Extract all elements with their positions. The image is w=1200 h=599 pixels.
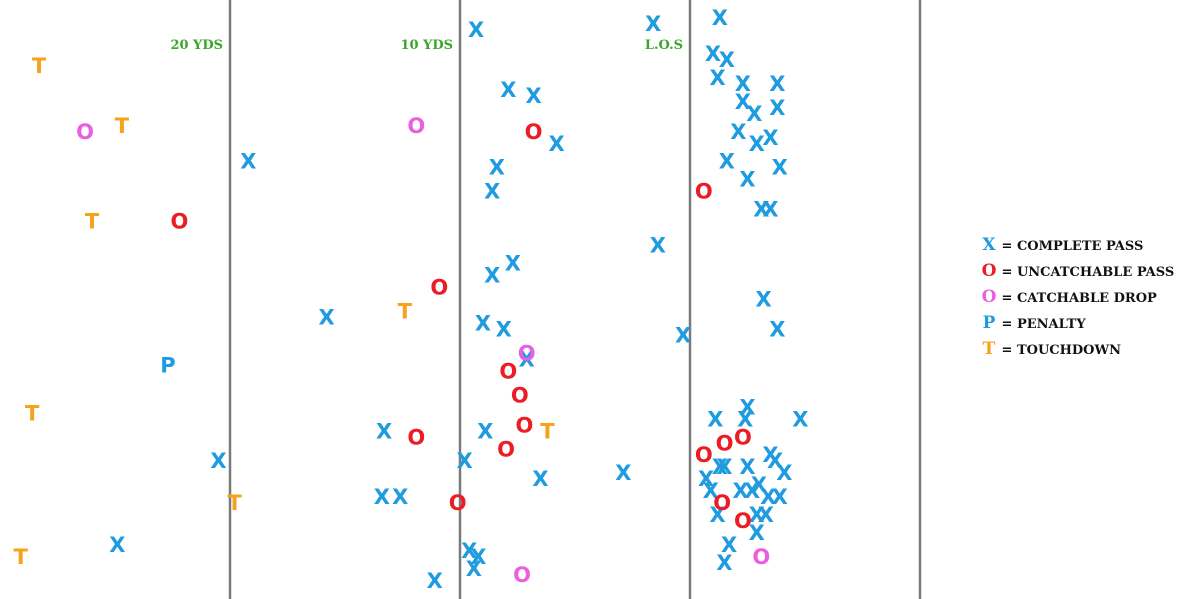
complete-mark: X (739, 395, 755, 419)
complete-mark: X (615, 461, 631, 485)
complete-mark: X (645, 12, 661, 36)
complete-mark: X (496, 317, 512, 341)
complete-mark: X (489, 156, 505, 180)
uncatchable-mark: O (695, 180, 713, 204)
complete-mark: X (475, 311, 491, 335)
complete-mark: X (746, 102, 762, 126)
complete-mark: X (240, 150, 256, 174)
complete-mark: X (772, 156, 788, 180)
complete-mark: X (749, 132, 765, 156)
complete-mark: X (484, 264, 500, 288)
complete-mark: X (484, 180, 500, 204)
complete-mark: X (769, 96, 785, 120)
uncatchable-mark: O (449, 491, 467, 515)
complete-mark: X (744, 479, 760, 503)
uncatchable-mark: O (499, 359, 517, 383)
complete-mark: X (739, 168, 755, 192)
complete-mark: X (468, 18, 484, 42)
complete-mark: X (525, 84, 541, 108)
uncatchable-mark: O (430, 276, 448, 300)
touchdown-mark: T (115, 114, 130, 138)
complete-mark: X (392, 485, 408, 509)
drop-mark: O (752, 545, 770, 569)
complete-mark: X (716, 551, 732, 575)
uncatchable-mark: O (511, 383, 529, 407)
legend-penalty-label: = PENALTY (997, 317, 1086, 332)
touchdown-mark: T (540, 419, 555, 443)
uncatchable-mark: O (515, 413, 533, 437)
complete-mark: X (776, 461, 792, 485)
touchdown-mark: T (398, 299, 413, 323)
yard-line-label: L.O.S (645, 38, 683, 53)
drop-mark: O (518, 341, 536, 365)
uncatchable-mark: O (497, 437, 515, 461)
complete-mark: X (707, 407, 723, 431)
complete-mark: X (210, 449, 226, 473)
legend-uncatchable-label: = UNCATCHABLE PASS (997, 265, 1174, 280)
complete-mark: X (772, 485, 788, 509)
legend-complete-symbol: X (982, 235, 996, 255)
complete-mark: X (461, 539, 477, 563)
touchdown-mark: T (85, 210, 100, 234)
uncatchable-mark: O (407, 425, 425, 449)
complete-mark: X (532, 467, 548, 491)
drop-mark: O (407, 114, 425, 138)
complete-mark: X (675, 323, 691, 347)
yard-line-label: 20 YDS (170, 38, 223, 53)
uncatchable-mark: O (713, 491, 731, 515)
complete-mark: X (477, 419, 493, 443)
drop-mark: O (76, 120, 94, 144)
complete-mark: X (650, 234, 666, 258)
complete-mark: X (505, 252, 521, 276)
complete-mark: X (376, 419, 392, 443)
legend-uncatchable-symbol: O (982, 261, 997, 281)
uncatchable-mark: O (525, 120, 543, 144)
complete-mark: X (500, 78, 516, 102)
complete-mark: X (719, 150, 735, 174)
complete-mark: X (427, 569, 443, 593)
complete-mark: X (769, 317, 785, 341)
complete-mark: X (762, 126, 778, 150)
complete-mark: X (374, 485, 390, 509)
yard-lines: 20 YDS 10 YDS L.O.S (170, 0, 920, 599)
complete-mark: X (792, 407, 808, 431)
complete-mark: X (730, 120, 746, 144)
legend-drop-label: = CATCHABLE DROP (997, 291, 1157, 306)
complete-mark: X (548, 132, 564, 156)
uncatchable-mark: O (695, 443, 713, 467)
complete-mark: X (318, 305, 334, 329)
complete-mark: X (716, 455, 732, 479)
legend-touchdown-label: = TOUCHDOWN (997, 343, 1121, 358)
uncatchable-mark: O (734, 425, 752, 449)
penalty-mark: P (160, 353, 175, 377)
touchdown-mark: T (25, 401, 40, 425)
uncatchable-mark: O (734, 509, 752, 533)
touchdown-mark: T (32, 54, 47, 78)
complete-mark: X (769, 72, 785, 96)
uncatchable-mark: O (716, 431, 734, 455)
complete-mark: X (456, 449, 472, 473)
complete-mark: X (712, 6, 728, 30)
yard-line-label: 10 YDS (400, 38, 453, 53)
uncatchable-mark: O (170, 210, 188, 234)
drop-mark: O (513, 563, 531, 587)
complete-mark: X (762, 198, 778, 222)
complete-mark: X (109, 533, 125, 557)
legend-touchdown-symbol: T (983, 339, 996, 359)
complete-mark: X (755, 288, 771, 312)
legend-drop-symbol: O (982, 287, 997, 307)
touchdown-mark: T (227, 491, 242, 515)
legend-penalty-symbol: P (983, 313, 996, 333)
complete-mark: X (709, 66, 725, 90)
touchdown-mark: T (14, 545, 29, 569)
legend-complete-label: = COMPLETE PASS (997, 239, 1143, 254)
